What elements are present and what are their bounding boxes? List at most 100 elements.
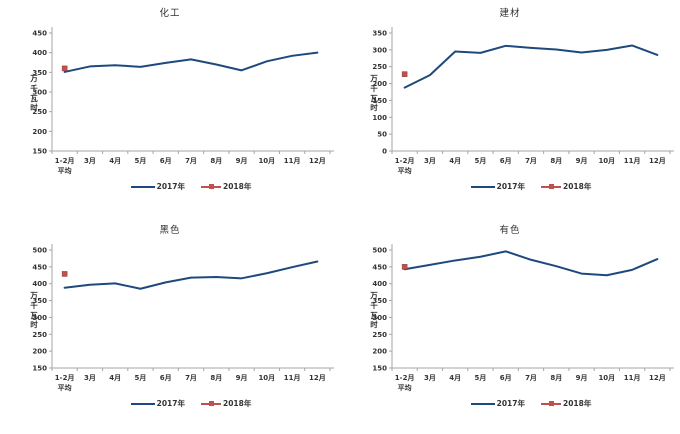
legend-item-2017: 2017年 bbox=[130, 181, 185, 192]
x-tick-label: 1-2月 bbox=[55, 374, 75, 382]
y-tick-label: 100 bbox=[372, 114, 387, 122]
series-line-2017 bbox=[403, 44, 659, 89]
chart-legend: 2017年 2018年 bbox=[392, 181, 670, 192]
y-tick-label: 300 bbox=[372, 46, 387, 54]
x-tick-label: 3月 bbox=[84, 374, 96, 382]
series-marker-2018 bbox=[401, 71, 408, 77]
y-axis-title: 万千瓦时 bbox=[370, 74, 378, 113]
x-tick-label: 12月 bbox=[309, 157, 326, 165]
y-tick-label: 500 bbox=[32, 247, 47, 255]
legend-label-2017: 2017年 bbox=[496, 399, 525, 408]
x-tick-label: 12月 bbox=[649, 374, 666, 382]
x-tick-label-line2: 平均 bbox=[398, 383, 412, 392]
x-tick-label: 9月 bbox=[576, 374, 588, 382]
x-tick-label: 8月 bbox=[550, 374, 562, 382]
legend-label-2017: 2017年 bbox=[156, 399, 185, 408]
y-tick-label: 450 bbox=[372, 263, 387, 271]
legend-label-2018: 2018年 bbox=[563, 182, 592, 191]
legend-marker-sample-2018 bbox=[541, 401, 561, 406]
x-tick-label: 6月 bbox=[500, 157, 512, 165]
legend-item-2018: 2018年 bbox=[541, 181, 591, 192]
x-tick-label: 3月 bbox=[424, 374, 436, 382]
series-line-2017 bbox=[63, 260, 319, 290]
y-tick-label: 350 bbox=[372, 297, 387, 305]
x-tick-label: 4月 bbox=[449, 374, 461, 382]
legend-item-2018: 2018年 bbox=[201, 181, 251, 192]
legend-label-2018: 2018年 bbox=[223, 182, 252, 191]
x-tick-label: 6月 bbox=[160, 374, 172, 382]
x-tick-label-line2: 平均 bbox=[58, 166, 72, 175]
x-tick-label: 11月 bbox=[624, 157, 641, 165]
legend-line-sample-2017 bbox=[470, 185, 495, 188]
x-tick-label-line2: 平均 bbox=[58, 383, 72, 392]
x-tick-label: 6月 bbox=[160, 157, 172, 165]
y-tick-label: 50 bbox=[377, 131, 387, 139]
chart-panel-nonferrous: 有色 万千瓦时 150 200 250 300 350 400 450 500 1-2月 平均 3月… bbox=[340, 217, 680, 434]
square-marker-icon bbox=[208, 401, 214, 406]
y-axis-title: 万千瓦时 bbox=[30, 74, 38, 113]
y-tick-label: 400 bbox=[372, 280, 387, 288]
square-marker-icon bbox=[548, 401, 554, 406]
legend-marker-sample-2018 bbox=[541, 184, 561, 189]
x-tick-label: 1-2月 bbox=[395, 374, 415, 382]
x-tick-label: 1-2月 bbox=[55, 157, 75, 165]
series-marker-2018 bbox=[61, 271, 68, 277]
x-tick-label: 11月 bbox=[284, 374, 301, 382]
y-tick-label: 200 bbox=[372, 348, 387, 356]
x-tick-label: 9月 bbox=[576, 157, 588, 165]
series-marker-2018 bbox=[401, 264, 408, 270]
y-tick-label: 400 bbox=[32, 280, 47, 288]
x-tick-label: 12月 bbox=[309, 374, 326, 382]
chart-title: 黑色 bbox=[159, 225, 181, 236]
y-tick-label: 300 bbox=[372, 314, 387, 322]
y-axis-title: 万千瓦时 bbox=[370, 291, 378, 330]
x-tick-label: 5月 bbox=[475, 374, 487, 382]
y-tick-label: 450 bbox=[32, 263, 47, 271]
chart-legend: 2017年 2018年 bbox=[52, 398, 330, 409]
y-tick-label: 0 bbox=[382, 148, 387, 156]
series-marker-2018 bbox=[61, 65, 68, 72]
chart-panel-chemical: 化工 万千瓦时 150 200 250 300 350 400 450 1-2月 平均 3月 4月 5… bbox=[0, 0, 340, 217]
square-marker-icon bbox=[548, 184, 554, 189]
x-tick-label: 6月 bbox=[500, 374, 512, 382]
legend-item-2017: 2017年 bbox=[470, 398, 525, 409]
x-tick-label: 5月 bbox=[475, 157, 487, 165]
x-tick-label: 7月 bbox=[525, 157, 537, 165]
x-tick-label: 9月 bbox=[236, 157, 248, 165]
x-tick-label: 4月 bbox=[109, 374, 121, 382]
y-tick-label: 350 bbox=[32, 69, 47, 77]
y-tick-label: 500 bbox=[372, 247, 387, 255]
x-tick-label-line2: 平均 bbox=[398, 166, 412, 175]
y-tick-label: 150 bbox=[32, 148, 47, 156]
x-tick-label: 8月 bbox=[550, 157, 562, 165]
legend-label-2018: 2018年 bbox=[563, 399, 592, 408]
x-tick-label: 7月 bbox=[185, 157, 197, 165]
x-tick-label: 4月 bbox=[449, 157, 461, 165]
y-tick-label: 300 bbox=[32, 89, 47, 97]
chart-panel-building-materials: 建材 万千瓦时 0 50 100 150 200 250 300 350 1-2月 平均 3月 4月 5… bbox=[340, 0, 680, 217]
y-tick-label: 150 bbox=[372, 365, 387, 373]
x-tick-label: 11月 bbox=[284, 157, 301, 165]
chart-title: 有色 bbox=[499, 225, 521, 236]
legend-marker-sample-2018 bbox=[201, 184, 221, 189]
legend-label-2018: 2018年 bbox=[223, 399, 252, 408]
legend-line-sample-2017 bbox=[130, 185, 155, 188]
x-tick-label: 10月 bbox=[258, 374, 275, 382]
y-tick-label: 200 bbox=[372, 80, 387, 88]
square-marker-icon bbox=[208, 184, 214, 189]
y-tick-label: 450 bbox=[32, 30, 47, 38]
x-tick-label: 7月 bbox=[525, 374, 537, 382]
y-tick-label: 200 bbox=[32, 348, 47, 356]
chart-title: 化工 bbox=[159, 8, 181, 19]
series-line-2017 bbox=[63, 51, 319, 73]
chart-title: 建材 bbox=[499, 8, 521, 19]
x-tick-label: 4月 bbox=[109, 157, 121, 165]
y-tick-label: 250 bbox=[372, 63, 387, 71]
chart-legend: 2017年 2018年 bbox=[52, 181, 330, 192]
y-tick-label: 150 bbox=[32, 365, 47, 373]
legend-line-sample-2017 bbox=[130, 402, 155, 405]
y-tick-label: 350 bbox=[32, 297, 47, 305]
